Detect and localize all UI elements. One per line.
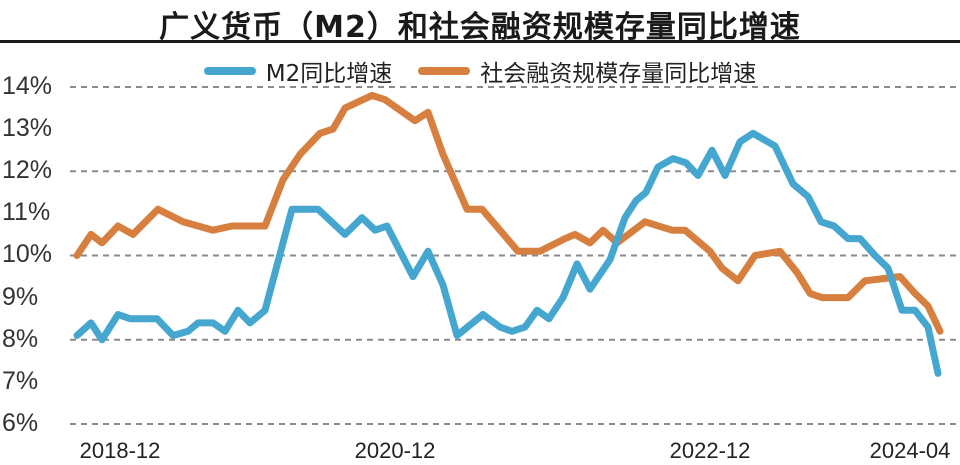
legend-label-tsf: 社会融资规模存量同比增速 [480, 61, 757, 87]
x-tick-2018-12: 2018-12 [79, 438, 161, 463]
legend-swatch-tsf [418, 67, 471, 75]
x-tick-2024-04: 2024-04 [869, 438, 951, 463]
y-tick-7: 7% [2, 367, 39, 395]
legend: M2同比增速 社会融资规模存量同比增速 [0, 54, 960, 88]
series-lines [73, 91, 944, 377]
chart-title: 广义货币（M2）和社会融资规模存量同比增速 [159, 10, 801, 45]
y-tick-6: 6% [2, 409, 39, 437]
legend-item-m2: M2同比增速 [203, 54, 393, 88]
series-line-m2 [73, 129, 942, 377]
gridlines [70, 86, 958, 425]
y-tick-8: 8% [2, 325, 39, 353]
legend-label-m2: M2同比增速 [265, 61, 393, 87]
x-tick-2022-12: 2022-12 [669, 438, 751, 463]
legend-swatch-m2 [203, 67, 256, 75]
y-tick-9: 9% [2, 283, 39, 311]
y-tick-11: 11% [2, 198, 51, 226]
y-tick-14: 14% [2, 72, 53, 100]
x-tick-2020-12: 2020-12 [354, 438, 436, 463]
legend-item-tsf: 社会融资规模存量同比增速 [418, 54, 756, 88]
y-tick-12: 12% [2, 156, 53, 184]
series-line-tsf [73, 91, 944, 335]
y-tick-13: 13% [2, 114, 53, 142]
y-tick-10: 10% [2, 240, 53, 268]
title-divider [0, 40, 960, 43]
